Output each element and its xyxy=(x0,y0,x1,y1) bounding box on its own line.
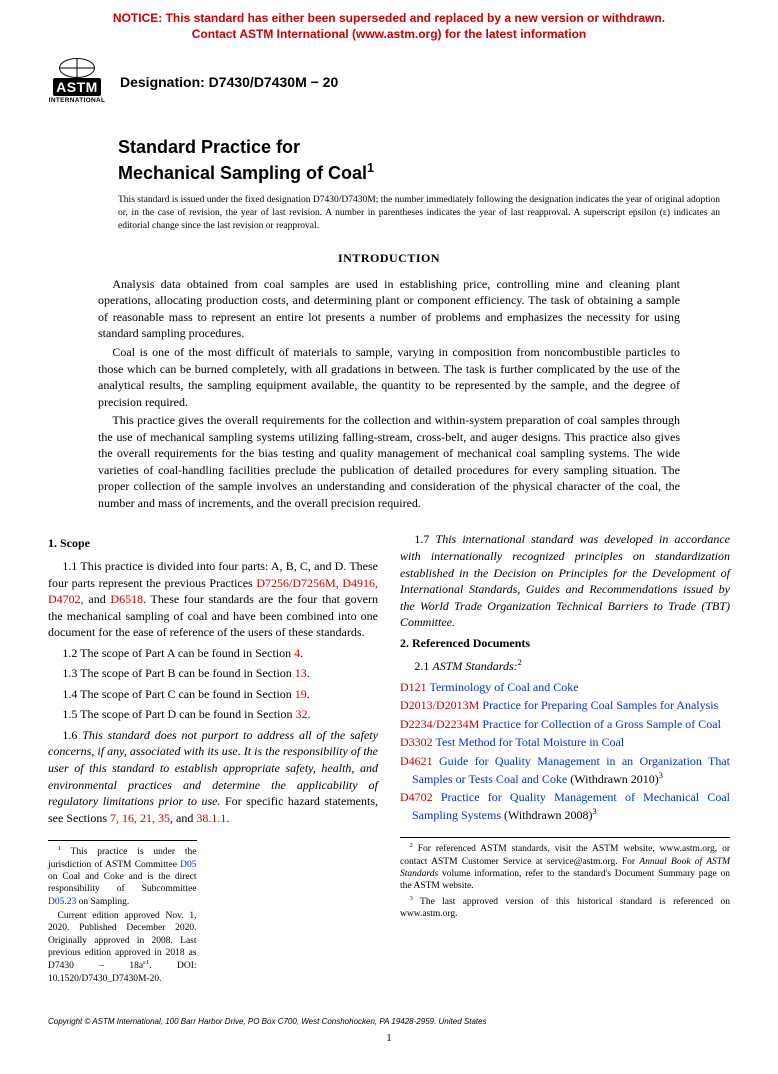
footnote-1: 1 This practice is under the jurisdictio… xyxy=(48,845,197,908)
scope-1.5: 1.5 The scope of Part D can be found in … xyxy=(48,706,378,723)
link-d3302[interactable]: D3302 xyxy=(400,735,433,749)
header-row: ASTM INTERNATIONAL Designation: D7430/D7… xyxy=(48,56,730,108)
title-block: Standard Practice for Mechanical Samplin… xyxy=(118,136,730,184)
link-d6518[interactable]: D6518 xyxy=(110,592,143,606)
intro-heading: INTRODUCTION xyxy=(48,251,730,266)
link-section-19[interactable]: 19 xyxy=(295,687,307,701)
designation-text: Designation: D7430/D7430M − 20 xyxy=(120,74,338,90)
ref-d2013: D2013/D2013M Practice for Preparing Coal… xyxy=(400,697,730,714)
logo-main-text: ASTM xyxy=(53,78,101,96)
link-section-13[interactable]: 13 xyxy=(295,666,307,680)
right-column: 1.7 This international standard was deve… xyxy=(400,531,730,987)
ref-d3302: D3302 Test Method for Total Moisture in … xyxy=(400,734,730,751)
link-d2234[interactable]: D2234/D2234M xyxy=(400,717,479,731)
scope-1.2: 1.2 The scope of Part A can be found in … xyxy=(48,645,378,662)
notice-line2: Contact ASTM International (www.astm.org… xyxy=(192,27,586,41)
scope-1.6: 1.6 This standard does not purport to ad… xyxy=(48,727,378,826)
logo-globe-icon xyxy=(59,58,95,78)
intro-block: Analysis data obtained from coal samples… xyxy=(98,276,680,512)
link-section-32[interactable]: 32 xyxy=(295,707,307,721)
footnote-3: 3 The last approved version of this hist… xyxy=(400,895,730,921)
ref-d4621: D4621 Guide for Quality Management in an… xyxy=(400,753,730,787)
ref-d121: D121 Terminology of Coal and Coke xyxy=(400,679,730,696)
ref-d4702: D4702 Practice for Quality Management of… xyxy=(400,789,730,823)
link-sections-safety[interactable]: 7, 16, 21, 35 xyxy=(110,811,170,825)
title-sup: 1 xyxy=(367,161,374,175)
link-section-38[interactable]: 38.1.1 xyxy=(196,811,226,825)
intro-p2: Coal is one of the most difficult of mat… xyxy=(98,344,680,410)
link-subcommittee-d0523[interactable]: D05.23 xyxy=(48,897,76,907)
link-committee-d05[interactable]: D05 xyxy=(180,860,196,870)
logo-sub-text: INTERNATIONAL xyxy=(49,97,106,104)
scope-1.7: 1.7 This international standard was deve… xyxy=(400,531,730,630)
document-page: NOTICE: This standard has either been su… xyxy=(0,0,778,1074)
link-d121[interactable]: D121 xyxy=(400,680,427,694)
issuance-note: This standard is issued under the fixed … xyxy=(118,194,720,232)
scope-1.3: 1.3 The scope of Part B can be found in … xyxy=(48,665,378,682)
scope-heading: 1. Scope xyxy=(48,535,378,552)
footnote-2: 2 For referenced ASTM standards, visit t… xyxy=(400,842,730,893)
copyright-text: Copyright © ASTM International, 100 Barr… xyxy=(48,1017,730,1026)
ref-d2234: D2234/D2234M Practice for Collection of … xyxy=(400,716,730,733)
references-sub: 2.1 ASTM Standards:2 xyxy=(400,657,730,675)
link-d2013[interactable]: D2013/D2013M xyxy=(400,698,479,712)
notice-line1: NOTICE: This standard has either been su… xyxy=(113,11,665,25)
left-column: 1. Scope 1.1 This practice is divided in… xyxy=(48,531,378,987)
page-number: 1 xyxy=(48,1032,730,1044)
link-d4621[interactable]: D4621 xyxy=(400,754,433,768)
footnotes-right: 2 For referenced ASTM standards, visit t… xyxy=(400,837,730,920)
intro-p1: Analysis data obtained from coal samples… xyxy=(98,276,680,342)
scope-1.4: 1.4 The scope of Part C can be found in … xyxy=(48,686,378,703)
intro-p3: This practice gives the overall requirem… xyxy=(98,412,680,511)
link-d4702[interactable]: D4702 xyxy=(400,790,433,804)
title-line1: Standard Practice for xyxy=(118,136,730,159)
title-line2: Mechanical Sampling of Coal1 xyxy=(118,161,730,185)
notice-banner: NOTICE: This standard has either been su… xyxy=(48,10,730,42)
scope-1.1: 1.1 This practice is divided into four p… xyxy=(48,558,378,641)
footnotes-left: 1 This practice is under the jurisdictio… xyxy=(48,840,197,985)
references-heading: 2. Referenced Documents xyxy=(400,635,730,652)
astm-logo: ASTM INTERNATIONAL xyxy=(48,56,106,108)
two-column-body: 1. Scope 1.1 This practice is divided in… xyxy=(48,531,730,987)
footnote-1-edition: Current edition approved Nov. 1, 2020. P… xyxy=(48,910,197,985)
